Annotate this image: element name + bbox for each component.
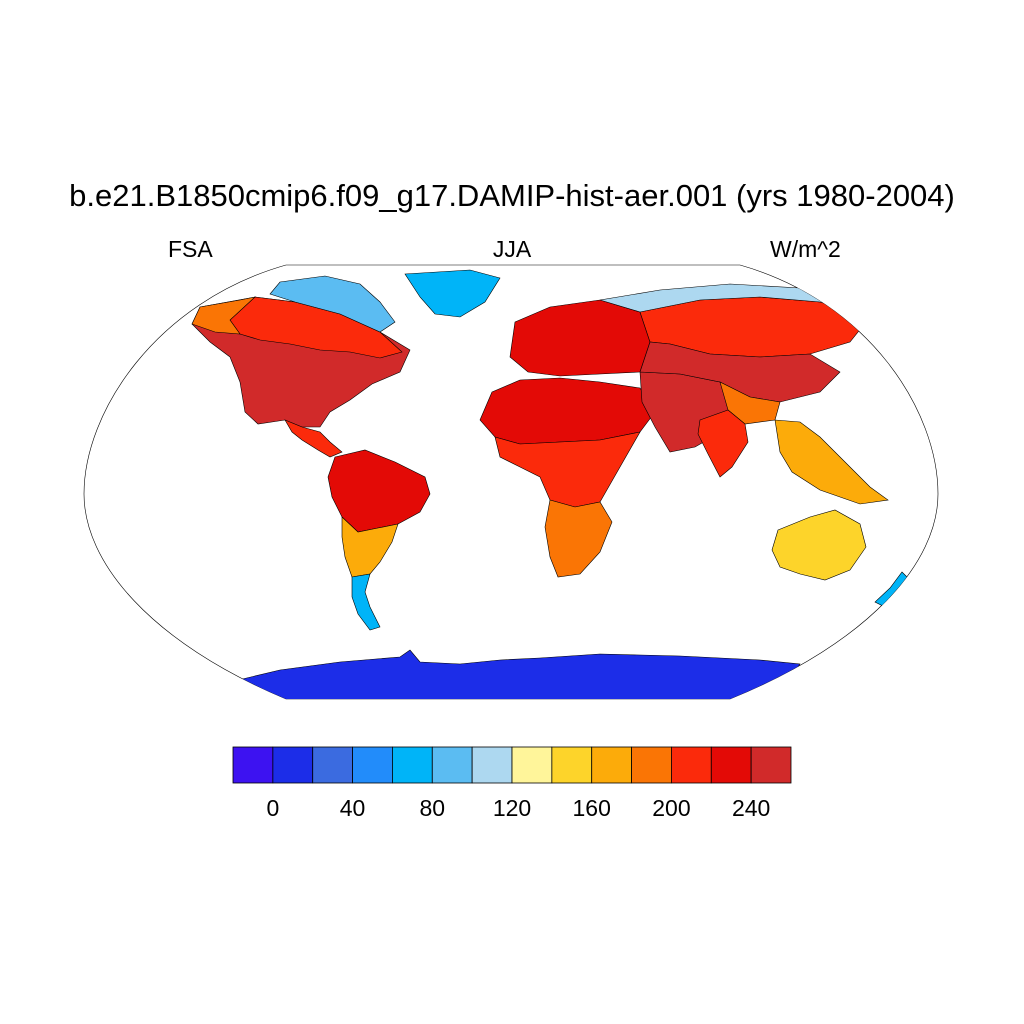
region-patagonia [351, 573, 381, 631]
variable-label: FSA [168, 236, 213, 262]
region-australia [771, 509, 867, 581]
colorbar-tick-label: 40 [340, 795, 366, 821]
colorbar-box [511, 746, 553, 784]
region-greenland [404, 269, 501, 318]
units-label: W/m^2 [770, 236, 841, 262]
colorbar-box [431, 746, 473, 784]
colorbar-box [750, 746, 792, 784]
colorbar-box [392, 746, 433, 784]
world-map [83, 264, 939, 700]
colorbar-tick-label: 120 [493, 795, 531, 821]
colorbar-box [352, 746, 393, 784]
colorbar-tick-label: 240 [732, 795, 770, 821]
colorbar-box [272, 746, 314, 784]
region-southeast-asia [774, 419, 889, 505]
colorbar-box [312, 746, 353, 784]
region-arctic-canada [269, 275, 396, 333]
season-label: JJA [492, 236, 532, 262]
region-central-america [284, 419, 343, 458]
colorbar-tick-label: 200 [652, 795, 690, 821]
region-southern-south-america [341, 516, 399, 578]
region-southern-africa [544, 499, 613, 578]
colorbar-box [551, 746, 593, 784]
colorbar-tick-label: 0 [266, 795, 279, 821]
colorbar-tick-label: 80 [419, 795, 445, 821]
colorbar: 0 40 80 120 160 200 240 [232, 746, 792, 821]
figure-title: b.e21.B1850cmip6.f09_g17.DAMIP-hist-aer.… [69, 178, 955, 213]
colorbar-box [710, 746, 752, 784]
region-alaska [191, 296, 256, 335]
colorbar-box [471, 746, 513, 784]
colorbar-box [671, 746, 712, 784]
colorbar-tick-label: 160 [573, 795, 611, 821]
region-india [697, 409, 749, 478]
colorbar-box [631, 746, 672, 784]
colorbar-box [232, 746, 274, 784]
colorbar-box [591, 746, 632, 784]
